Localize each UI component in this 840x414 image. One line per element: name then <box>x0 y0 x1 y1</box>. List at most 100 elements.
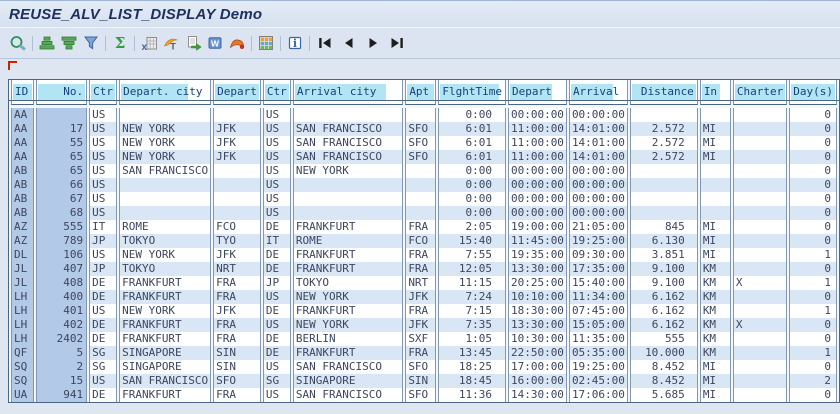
cell[interactable]: LH <box>11 332 35 346</box>
cell[interactable]: US <box>89 122 118 136</box>
cell[interactable]: 19:25:00 <box>568 360 628 374</box>
cell[interactable]: 0:00 <box>438 206 506 220</box>
cell[interactable] <box>629 206 698 220</box>
column-header-distance[interactable]: Distance <box>629 80 698 105</box>
cell[interactable] <box>732 290 788 304</box>
cell[interactable]: KM <box>699 290 731 304</box>
cell[interactable]: 9.100 <box>629 262 698 276</box>
cell[interactable] <box>732 234 788 248</box>
cell[interactable] <box>732 164 788 178</box>
cell[interactable]: 0 <box>789 178 837 192</box>
cell[interactable] <box>119 108 212 122</box>
cell[interactable]: NEW YORK <box>292 164 404 178</box>
cell[interactable]: QF <box>11 346 35 360</box>
cell[interactable]: ROME <box>119 220 212 234</box>
cell[interactable]: SG <box>89 346 118 360</box>
cell[interactable]: SAN FRANCISCO <box>119 164 212 178</box>
cell[interactable]: US <box>89 206 118 220</box>
cell[interactable]: 8.452 <box>629 360 698 374</box>
cell[interactable]: TYO <box>213 234 261 248</box>
cell[interactable]: FRA <box>405 346 437 360</box>
column-header-apt[interactable]: Apt <box>405 80 437 105</box>
cell[interactable] <box>732 192 788 206</box>
cell[interactable]: FRANKFURT <box>119 290 212 304</box>
cell[interactable]: MI <box>699 388 731 402</box>
cell[interactable] <box>213 192 261 206</box>
cell[interactable]: JFK <box>213 136 261 150</box>
cell[interactable]: SFO <box>213 374 261 388</box>
cell[interactable]: US <box>89 374 118 388</box>
column-header-id[interactable]: ID <box>11 80 35 105</box>
cell[interactable] <box>629 178 698 192</box>
cell[interactable]: DE <box>262 220 291 234</box>
cell[interactable]: MI <box>699 360 731 374</box>
cell[interactable]: 00:00:00 <box>507 164 567 178</box>
cell[interactable] <box>213 178 261 192</box>
cell[interactable]: NEW YORK <box>119 136 212 150</box>
cell[interactable]: SQ <box>11 360 35 374</box>
cell[interactable]: 941 <box>36 388 88 402</box>
cell[interactable]: DE <box>89 276 118 290</box>
cell[interactable]: 17:00:00 <box>507 360 567 374</box>
cell[interactable]: NRT <box>213 262 261 276</box>
cell[interactable]: AA <box>11 108 35 122</box>
cell[interactable] <box>699 206 731 220</box>
cell[interactable]: 401 <box>36 304 88 318</box>
cell[interactable]: 0 <box>789 164 837 178</box>
cell[interactable]: 19:35:00 <box>507 248 567 262</box>
cell[interactable]: FRA <box>213 332 261 346</box>
cell[interactable]: US <box>89 108 118 122</box>
column-header-in[interactable]: In <box>699 80 731 105</box>
cell[interactable]: 55 <box>36 136 88 150</box>
cell[interactable] <box>732 304 788 318</box>
mail-recipient-button[interactable]: W <box>204 33 226 54</box>
previous-page-button[interactable] <box>337 33 361 54</box>
cell[interactable]: SIN <box>213 346 261 360</box>
cell[interactable]: US <box>262 388 291 402</box>
column-header-depart[interactable]: Depart <box>507 80 567 105</box>
cell[interactable]: US <box>262 122 291 136</box>
cell[interactable]: FRANKFURT <box>292 220 404 234</box>
cell[interactable] <box>629 192 698 206</box>
cell[interactable]: 106 <box>36 248 88 262</box>
cell[interactable]: JP <box>89 234 118 248</box>
cell[interactable] <box>732 206 788 220</box>
cell[interactable]: 0 <box>789 332 837 346</box>
cell[interactable]: MI <box>699 248 731 262</box>
cell[interactable]: NEW YORK <box>119 122 212 136</box>
cell[interactable]: FRA <box>213 276 261 290</box>
cell[interactable]: 1:05 <box>438 332 506 346</box>
cell[interactable]: US <box>262 192 291 206</box>
cell[interactable]: 555 <box>629 332 698 346</box>
cell[interactable]: SAN FRANCISCO <box>292 136 404 150</box>
last-page-button[interactable] <box>385 33 409 54</box>
choose-detail-button[interactable] <box>7 33 29 54</box>
cell[interactable]: 6.162 <box>629 318 698 332</box>
cell[interactable]: DE <box>89 290 118 304</box>
cell[interactable]: 11:15 <box>438 276 506 290</box>
cell[interactable]: 65 <box>36 150 88 164</box>
cell[interactable]: 0 <box>789 150 837 164</box>
cell[interactable]: MI <box>699 234 731 248</box>
cell[interactable]: 0 <box>789 360 837 374</box>
cell[interactable]: US <box>89 150 118 164</box>
cell[interactable] <box>292 108 404 122</box>
cell[interactable]: 19:25:00 <box>568 234 628 248</box>
cell[interactable]: FRA <box>405 262 437 276</box>
cell[interactable]: DE <box>89 388 118 402</box>
cell[interactable]: 14:01:00 <box>568 136 628 150</box>
cell[interactable] <box>213 164 261 178</box>
cell[interactable]: FCO <box>213 220 261 234</box>
cell[interactable]: 18:25 <box>438 360 506 374</box>
cell[interactable]: 00:00:00 <box>507 108 567 122</box>
cell[interactable]: 00:00:00 <box>568 108 628 122</box>
info-button[interactable]: i <box>284 33 306 54</box>
cell[interactable]: US <box>262 178 291 192</box>
cell[interactable]: 5 <box>36 346 88 360</box>
cell[interactable]: 18:45 <box>438 374 506 388</box>
cell[interactable] <box>732 108 788 122</box>
cell[interactable]: 09:30:00 <box>568 248 628 262</box>
cell[interactable]: JFK <box>405 290 437 304</box>
cell[interactable]: 00:00:00 <box>507 192 567 206</box>
cell[interactable]: 10.000 <box>629 346 698 360</box>
